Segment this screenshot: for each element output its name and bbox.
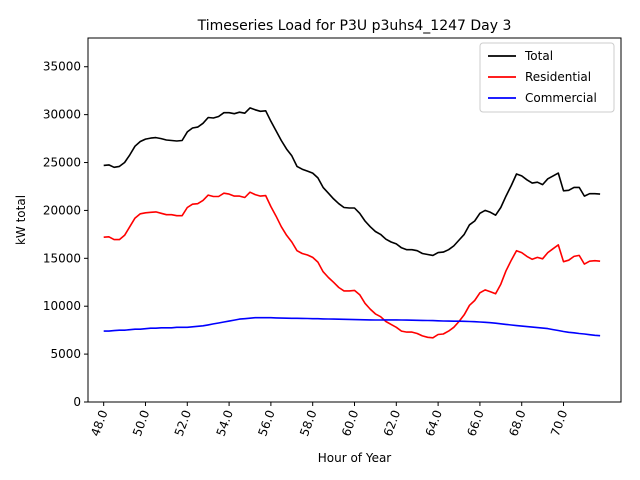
series-line-total <box>103 107 601 257</box>
x-tick-label: 50.0 <box>130 408 152 438</box>
x-tick-label: 62.0 <box>381 408 403 438</box>
legend: Total Residential Commercial <box>479 42 615 113</box>
x-tick-label: 56.0 <box>255 408 277 438</box>
y-axis: 0 5000 10000 15000 20000 25000 30000 35000 <box>43 60 88 409</box>
series-line-residential <box>103 191 601 339</box>
series-line-commercial <box>103 316 601 337</box>
legend-label-total: Total <box>524 49 553 63</box>
x-tick-label: 54.0 <box>214 408 236 438</box>
x-tick-label: 52.0 <box>172 408 194 438</box>
y-tick-label: 30000 <box>43 108 81 122</box>
x-tick-label: 68.0 <box>506 408 528 438</box>
x-axis-label: Hour of Year <box>318 451 392 465</box>
x-tick-label: 64.0 <box>423 408 445 438</box>
y-tick-label: 15000 <box>43 251 81 265</box>
legend-label-commercial: Commercial <box>525 91 597 105</box>
x-tick-label: 58.0 <box>297 408 319 438</box>
y-axis-label: kW total <box>14 195 28 245</box>
x-tick-label: 70.0 <box>548 408 570 438</box>
x-tick-label: 60.0 <box>339 408 361 438</box>
chart-title: Timeseries Load for P3U p3uhs4_1247 Day … <box>197 18 512 34</box>
legend-frame <box>479 42 615 113</box>
y-tick-label: 20000 <box>43 203 81 217</box>
y-tick-label: 5000 <box>50 347 81 361</box>
y-tick-label: 35000 <box>43 60 81 74</box>
y-tick-label: 25000 <box>43 156 81 170</box>
x-tick-label: 48.0 <box>88 408 110 438</box>
x-axis: 48.0 50.0 52.0 54.0 56.0 58.0 60.0 62.0 64.0 66.0… <box>88 402 570 438</box>
series-layer <box>103 107 601 339</box>
x-tick-label: 66.0 <box>464 408 486 438</box>
legend-label-residential: Residential <box>525 70 591 84</box>
y-tick-label: 0 <box>73 395 81 409</box>
y-tick-label: 10000 <box>43 299 81 313</box>
